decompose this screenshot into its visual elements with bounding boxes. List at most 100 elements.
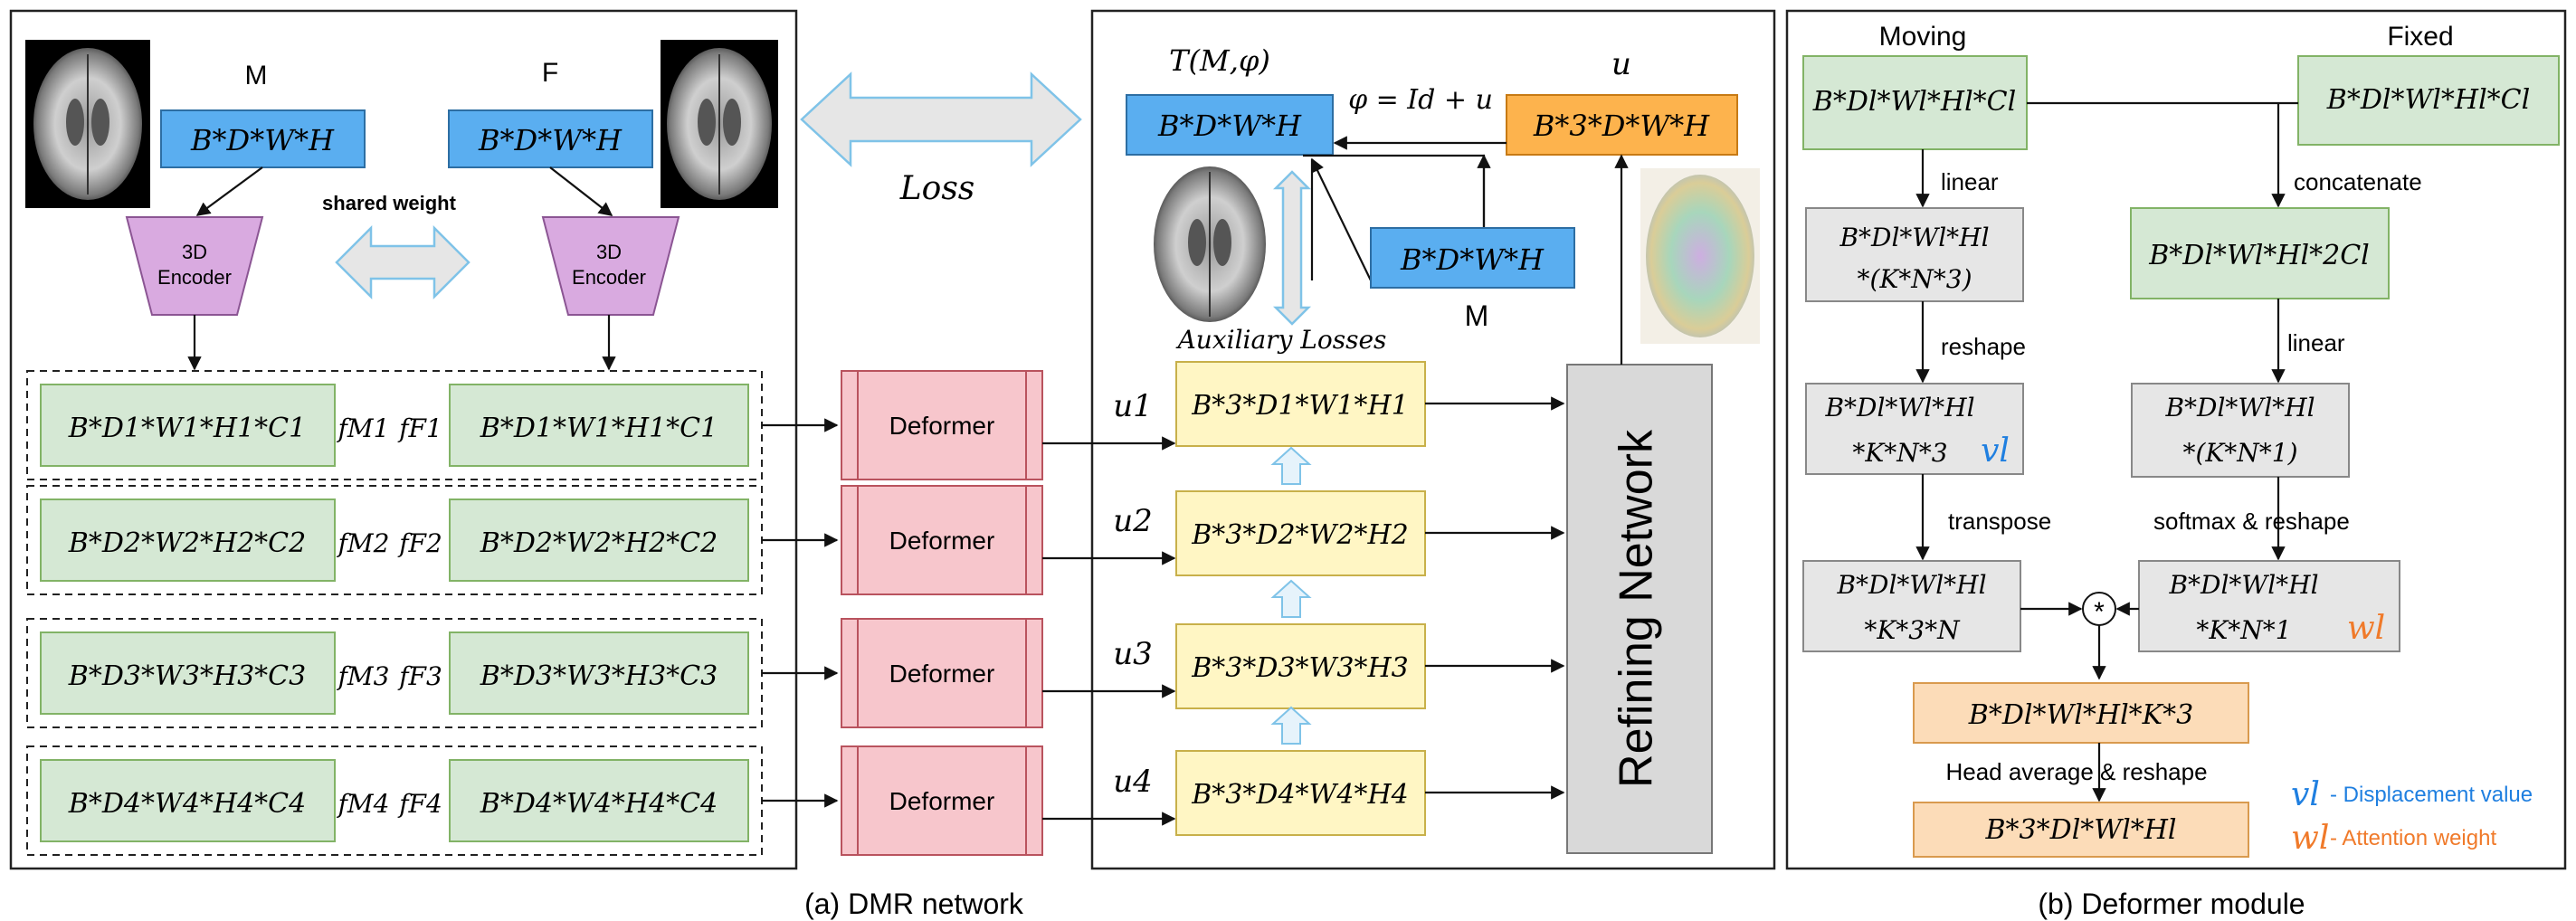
moving-box-right	[1370, 227, 1575, 289]
u-box-level-2	[1175, 490, 1426, 576]
reshape-label: reshape	[1941, 333, 2026, 360]
deformer-moving-text: B*Dl*Wl*Hl*Cl	[1812, 86, 2016, 118]
feature-F-text: B*D3*W3*H3*C3	[480, 660, 718, 692]
deformer-box-3	[841, 618, 1043, 728]
linear-2-label: linear	[2287, 329, 2345, 356]
feature-F-box	[449, 631, 749, 715]
feature-M-text: B*D3*W3*H3*C3	[68, 660, 306, 692]
deformer-box-2	[841, 485, 1043, 595]
u-level-label: u4	[1113, 764, 1153, 800]
multiply-symbol: *	[2094, 597, 2105, 627]
transpose-box-text-1: B*Dl*Wl*Hl	[1836, 570, 1986, 600]
legend-w-symbol: wl	[2291, 820, 2329, 857]
transpose-box-text-2: *K*3*N	[1864, 615, 1961, 645]
upsample-arrow	[1270, 579, 1312, 618]
upsample-arrow	[1270, 446, 1312, 485]
deformer-fixed-text: B*Dl*Wl*Hl*Cl	[2326, 84, 2530, 116]
input-F-text: B*D*W*H	[478, 123, 623, 157]
output-box	[1913, 802, 2249, 858]
refining-network-label: Refining Network	[1611, 429, 1663, 788]
feature-F-text: B*D4*W4*H4*C4	[480, 788, 718, 820]
feat-label-F: fF4	[397, 789, 442, 819]
feature-F-text: B*D2*W2*H2*C2	[480, 527, 718, 559]
deformer-box-1	[841, 370, 1043, 480]
linear-box-text-2: *(K*N*3)	[1857, 264, 1972, 294]
encoder-F-label-2: Encoder	[572, 266, 646, 289]
label-moving-M: M	[245, 61, 268, 90]
panel-a-right	[1090, 9, 1776, 870]
warped-box-text: B*D*W*H	[1157, 109, 1302, 143]
panel-b	[1785, 9, 2567, 870]
refining-network-box	[1566, 364, 1713, 854]
linear-1-label: linear	[1941, 168, 1999, 195]
deformer-label: Deformer	[889, 527, 995, 555]
feat-label-M: fM1	[337, 413, 390, 443]
moving-brain-image	[25, 40, 150, 208]
moving-box-right-text: B*D*W*H	[1400, 242, 1545, 277]
legend-v-symbol: vl	[2291, 776, 2320, 813]
loss-double-arrow	[800, 71, 1082, 167]
aux-losses-label: Auxiliary Losses	[1175, 325, 1387, 355]
input-F-box	[448, 109, 653, 168]
feat-label-F: fF2	[397, 528, 442, 558]
deformer-moving-box	[1802, 55, 2028, 150]
phi-label: φ = Id + u	[1348, 84, 1493, 116]
v-box	[1805, 383, 2024, 475]
legend-v-text: - Displacement value	[2330, 783, 2533, 807]
deformation-field-image	[1640, 168, 1760, 344]
encoder-M-label-2: Encoder	[157, 266, 232, 289]
feature-M-text: B*D4*W4*H4*C4	[68, 788, 306, 820]
warped-label: T(M,φ)	[1169, 43, 1270, 78]
label-fixed-F: F	[542, 58, 558, 88]
concatenate-label: concatenate	[2294, 168, 2422, 195]
feature-M-box	[40, 759, 336, 842]
feature-M-box	[40, 384, 336, 467]
shared-weight-double-arrow	[335, 224, 471, 300]
feature-F-text: B*D1*W1*H1*C1	[480, 413, 718, 444]
feat-label-M: fM3	[337, 661, 390, 691]
v-label: vl	[1981, 432, 2010, 470]
w-linear-box	[2131, 383, 2350, 478]
w-linear-text-2: *(K*N*1)	[2182, 438, 2297, 468]
u-level-label: u2	[1113, 503, 1153, 539]
u-label-top: u	[1611, 46, 1631, 82]
product-box	[1913, 682, 2249, 744]
deformer-box-4	[841, 745, 1043, 856]
encoder-M	[125, 216, 264, 316]
w-box	[2138, 560, 2400, 652]
feat-label-F: fF1	[397, 413, 442, 443]
warped-box	[1126, 94, 1334, 156]
caption-b: (b) Deformer module	[2038, 888, 2305, 920]
u-level-label: u1	[1113, 388, 1153, 424]
output-box-text: B*3*Dl*Wl*Hl	[1985, 814, 2177, 846]
caption-a: (a) DMR network	[804, 888, 1024, 920]
feature-M-text: B*D2*W2*H2*C2	[68, 527, 306, 559]
w-linear-text-1: B*Dl*Wl*Hl	[2164, 393, 2315, 423]
legend: vl - Displacement value wl - Attention w…	[2291, 776, 2533, 857]
encoder-F	[541, 216, 680, 316]
u-box-level-3	[1175, 623, 1426, 709]
legend-w-text: - Attention weight	[2330, 826, 2496, 850]
u-box-level-text: B*3*D4*W4*H4	[1191, 779, 1408, 811]
feature-F-box	[449, 384, 749, 467]
input-M-box	[160, 109, 366, 168]
u-box-level-text: B*3*D3*W3*H3	[1191, 652, 1408, 684]
moving-title: Moving	[1879, 22, 1967, 52]
u-box-level-text: B*3*D2*W2*H2	[1191, 519, 1408, 551]
upsample-arrow	[1270, 706, 1312, 745]
concat-box	[2130, 207, 2390, 299]
feature-F-box	[449, 498, 749, 582]
transpose-label: transpose	[1948, 508, 2051, 535]
linear-box-text-1: B*Dl*Wl*Hl	[1839, 223, 1989, 252]
panel-a-left	[9, 9, 798, 870]
aux-loss-double-arrow	[1272, 170, 1312, 326]
shared-weight-label: shared weight	[322, 192, 457, 214]
u-box-text: B*3*D*W*H	[1533, 109, 1710, 143]
encoder-M-label-1: 3D	[182, 241, 207, 263]
head-average-label: Head average & reshape	[1945, 758, 2207, 785]
linear-box	[1805, 207, 2024, 302]
u-box-level-1	[1175, 361, 1426, 447]
v-box-text-1: B*Dl*Wl*Hl	[1824, 393, 1974, 423]
loss-label: Loss	[899, 170, 975, 207]
